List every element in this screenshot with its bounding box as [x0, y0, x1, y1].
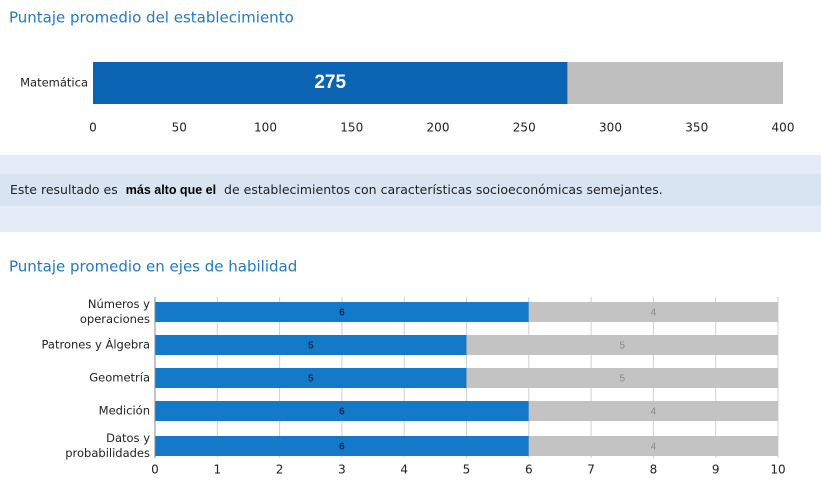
category-label: Geometría: [89, 370, 150, 385]
banner: Este resultado es más alto que el de est…: [0, 155, 821, 232]
banner-text: Este resultado es más alto que el de est…: [0, 174, 821, 206]
segment-label: 6: [339, 442, 345, 453]
x-tick-label: 7: [587, 463, 595, 477]
category-label: Números y operaciones: [79, 297, 150, 326]
x-tick-label: 9: [712, 463, 720, 477]
segment-label: 5: [619, 341, 625, 352]
x-tick-label: 6: [525, 463, 533, 477]
bar-segment: [155, 436, 529, 456]
bar-segment: [528, 302, 778, 322]
bar-segment: [466, 368, 778, 388]
x-tick-label: 5: [463, 463, 471, 477]
x-tick-label: 200: [427, 121, 450, 135]
bar-segment: [528, 436, 778, 456]
segment-label: 4: [651, 442, 657, 453]
bar-segment: [155, 368, 467, 388]
segment-label: 5: [619, 374, 625, 385]
bar-segment: [155, 335, 467, 355]
segment-label: 5: [308, 341, 314, 352]
x-tick-label: 8: [650, 463, 658, 477]
chart-title: Puntaje promedio del establecimiento: [9, 9, 294, 27]
banner-after: de establecimientos con características …: [224, 182, 663, 197]
x-tick-label: 10: [770, 463, 785, 477]
bar: [93, 62, 568, 104]
chart-title: Puntaje promedio en ejes de habilidad: [9, 258, 297, 276]
bar-segment: [466, 335, 778, 355]
category-label: Patrones y Álgebra: [41, 337, 150, 352]
category-label: Matemática: [20, 76, 88, 90]
x-tick-label: 3: [338, 463, 346, 477]
segment-label: 6: [339, 407, 345, 418]
x-tick-label: 300: [599, 121, 622, 135]
segment-label: 5: [308, 374, 314, 385]
x-tick-label: 100: [254, 121, 277, 135]
x-tick-label: 350: [685, 121, 708, 135]
x-tick-label: 0: [151, 463, 159, 477]
x-tick-label: 150: [340, 121, 363, 135]
segment-label: 6: [339, 308, 345, 319]
bar-segment: [155, 302, 529, 322]
x-tick-label: 2: [276, 463, 284, 477]
x-tick-label: 250: [513, 121, 536, 135]
category-label: Datos y probabilidades: [65, 431, 150, 460]
x-tick-label: 1: [213, 463, 221, 477]
bar-label: 275: [314, 72, 346, 93]
x-tick-label: 0: [89, 121, 97, 135]
banner-before: Este resultado es: [10, 182, 118, 197]
category-label: Medición: [98, 403, 150, 418]
x-tick-label: 50: [172, 121, 187, 135]
bar-segment: [528, 401, 778, 421]
segment-label: 4: [651, 407, 657, 418]
bar-segment: [155, 401, 529, 421]
x-tick-label: 400: [772, 121, 795, 135]
banner-highlight: más alto que el: [125, 183, 217, 197]
segment-label: 4: [651, 308, 657, 319]
x-tick-label: 4: [400, 463, 408, 477]
